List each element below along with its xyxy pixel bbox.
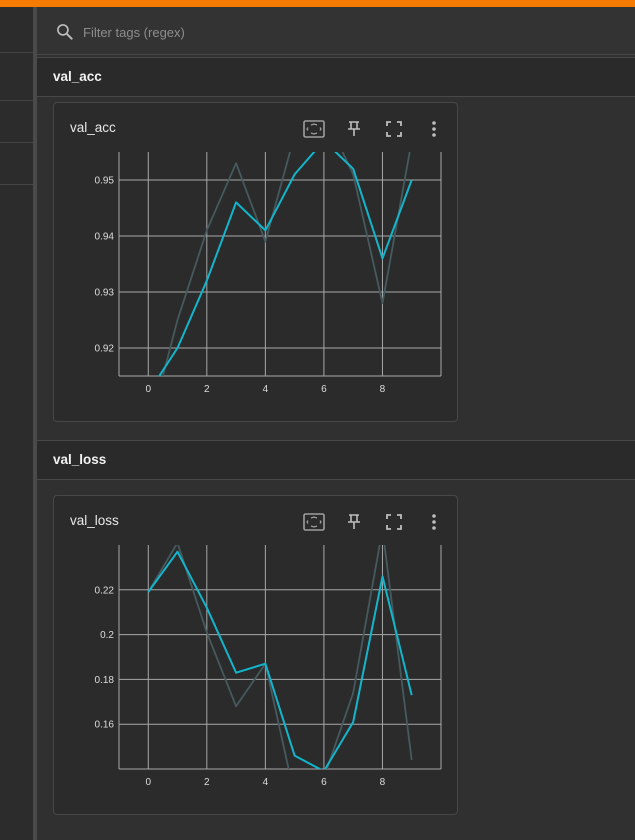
- search-icon: [57, 24, 73, 40]
- more-options-button[interactable]: [422, 510, 446, 534]
- series-line-raw[interactable]: [147, 540, 413, 790]
- line-chart-val-acc[interactable]: 0.92 0.93 0.94 0.95 0 2 4 6 8: [54, 147, 454, 397]
- group-header-val-loss[interactable]: val_loss: [37, 440, 635, 480]
- pin-button[interactable]: [342, 510, 366, 534]
- group-title: val_loss: [53, 452, 107, 467]
- y-tick-label: 0.95: [95, 176, 115, 187]
- series-line-raw[interactable]: [148, 147, 411, 397]
- y-tick-label: 0.94: [95, 232, 115, 243]
- scalar-card-val-acc: val_acc 0.92 0.93 0.94 0.95 0 2 4 6 8: [53, 102, 458, 422]
- y-tick-label: 0.22: [95, 585, 115, 596]
- x-tick-label: 4: [263, 777, 269, 788]
- sidebar-resize-handle[interactable]: [33, 7, 37, 840]
- top-accent-bar: [0, 0, 635, 7]
- left-sidebar: [0, 7, 33, 840]
- left-sidebar-row[interactable]: [0, 101, 33, 143]
- x-tick-label: 8: [380, 777, 386, 788]
- fullscreen-icon: [386, 121, 402, 137]
- group-title: val_acc: [53, 69, 102, 84]
- y-tick-label: 0.93: [95, 288, 115, 299]
- series-line-smoothed[interactable]: [147, 550, 413, 772]
- fullscreen-button[interactable]: [382, 117, 406, 141]
- card-title: val_loss: [70, 513, 119, 528]
- pin-icon: [348, 121, 360, 136]
- scalar-card-val-loss: val_loss 0.16 0.18 0.2 0.22 0 2 4 6 8: [53, 495, 458, 815]
- tag-filter-input[interactable]: [81, 19, 605, 45]
- x-tick-label: 0: [145, 384, 151, 395]
- tag-filter-bar: [37, 7, 635, 55]
- main-panel: val_acc val_acc 0.92 0.93 0.94 0.95 0 2 4 6 8: [37, 7, 635, 840]
- fit-domain-button[interactable]: [302, 117, 326, 141]
- x-tick-label: 4: [263, 384, 269, 395]
- fullscreen-icon: [386, 514, 402, 530]
- x-tick-label: 8: [380, 384, 386, 395]
- y-tick-label: 0.92: [95, 344, 115, 355]
- line-chart-val-loss[interactable]: 0.16 0.18 0.2 0.22 0 2 4 6 8: [54, 540, 454, 790]
- x-tick-label: 2: [204, 384, 210, 395]
- more-vert-icon: [432, 121, 436, 137]
- more-vert-icon: [432, 514, 436, 530]
- fit-domain-icon: [303, 513, 325, 531]
- pin-button[interactable]: [342, 117, 366, 141]
- left-sidebar-row[interactable]: [0, 53, 33, 101]
- more-options-button[interactable]: [422, 117, 446, 141]
- fullscreen-button[interactable]: [382, 510, 406, 534]
- fit-domain-icon: [303, 120, 325, 138]
- x-tick-label: 6: [321, 777, 327, 788]
- fit-domain-button[interactable]: [302, 510, 326, 534]
- x-tick-label: 2: [204, 777, 210, 788]
- series-line-smoothed[interactable]: [148, 147, 413, 393]
- pin-icon: [348, 514, 360, 529]
- left-sidebar-row[interactable]: [0, 143, 33, 185]
- y-tick-label: 0.2: [100, 630, 114, 641]
- x-tick-label: 6: [321, 384, 327, 395]
- x-tick-label: 0: [145, 777, 151, 788]
- y-tick-label: 0.16: [95, 720, 115, 731]
- y-tick-label: 0.18: [95, 675, 115, 686]
- group-header-val-acc[interactable]: val_acc: [37, 57, 635, 97]
- card-title: val_acc: [70, 120, 116, 135]
- left-sidebar-row[interactable]: [0, 7, 33, 53]
